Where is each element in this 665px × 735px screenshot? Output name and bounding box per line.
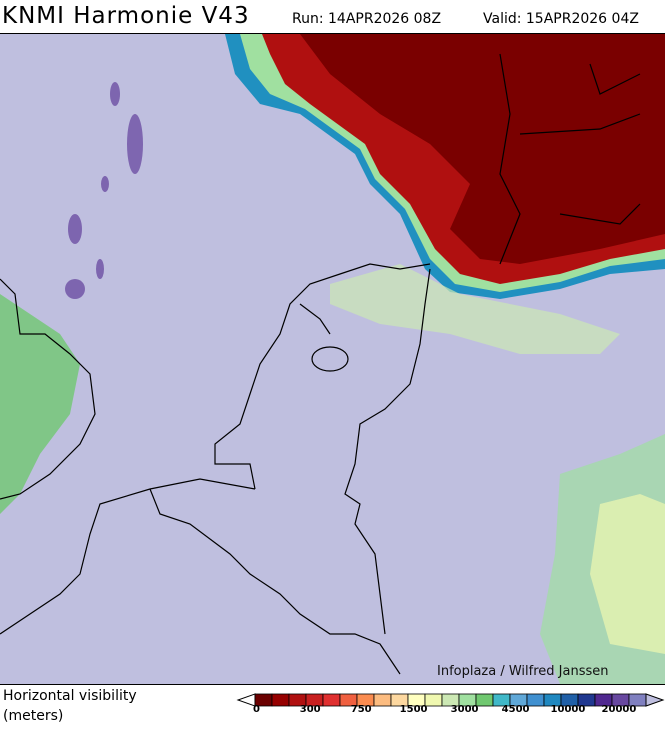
colorbar <box>236 693 665 707</box>
colorbar-box <box>271 693 290 707</box>
sea-patches <box>65 82 143 299</box>
colorbar-tick-label: 1500 <box>399 704 428 715</box>
colorbar-over-triangle <box>645 693 665 707</box>
colorbar-tick-label: 300 <box>299 704 321 715</box>
colorbar-box <box>322 693 341 707</box>
model-title: KNMI Harmonie V43 <box>2 3 250 29</box>
colorbar-tick-label: 10000 <box>550 704 586 715</box>
colorbar-box <box>373 693 392 707</box>
colorbar-tick-label: 4500 <box>501 704 530 715</box>
visibility-map: Infoplaza / Wilfred Janssen <box>0 33 665 685</box>
map-credit: Infoplaza / Wilfred Janssen <box>437 664 609 679</box>
run-time: Run: 14APR2026 08Z <box>292 11 442 27</box>
valid-time: Valid: 15APR2026 04Z <box>483 11 639 27</box>
colorbar-tick-label: 3000 <box>450 704 479 715</box>
legend-title: Horizontal visibility (meters) <box>3 686 137 726</box>
coastlines-borders <box>0 53 641 675</box>
colorbar-tick-label: 20000 <box>601 704 637 715</box>
legend-title-line1: Horizontal visibility <box>3 688 137 704</box>
colorbar-tick-label: 750 <box>350 704 372 715</box>
england-fog <box>0 294 80 514</box>
fog-area <box>225 34 665 299</box>
colorbar-tick-label: 0 <box>253 704 260 715</box>
coast-patches <box>330 264 620 354</box>
legend-title-line2: (meters) <box>3 708 64 724</box>
